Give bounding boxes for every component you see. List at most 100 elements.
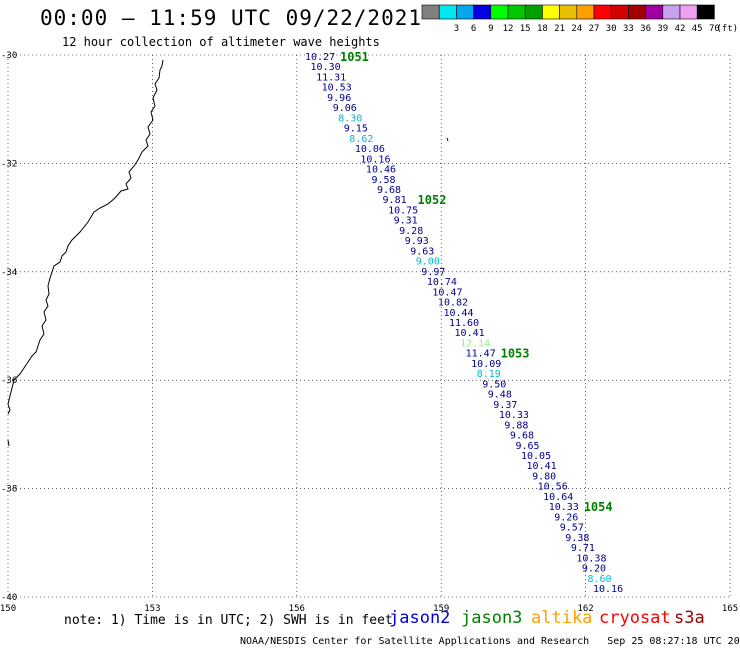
wave-height-label: 10.44 <box>443 308 473 319</box>
credit-timestamp: Sep 25 08:27:18 UTC 2021 <box>607 636 740 647</box>
wave-height-label: 10.05 <box>521 451 551 462</box>
legend-unit: (ft) <box>716 24 738 34</box>
wave-height-label: 9.58 <box>371 175 395 186</box>
wave-height-label: 10.53 <box>322 83 352 94</box>
wave-height-label: 8.62 <box>349 134 373 145</box>
wave-height-label: 10.06 <box>355 144 385 155</box>
wave-height-label: 9.80 <box>532 471 556 482</box>
wave-height-label: 10.38 <box>576 553 606 564</box>
legend-label: 33 <box>623 24 634 34</box>
wave-height-label: 12.14 <box>460 338 490 349</box>
wave-height-label: 10.47 <box>432 287 462 298</box>
legend-label: 42 <box>675 24 686 34</box>
wave-height-label: 9.06 <box>333 103 357 114</box>
wave-height-label: 10.82 <box>438 298 468 309</box>
credit-spacer <box>589 636 607 647</box>
satellite-s3a: s3a <box>674 608 705 628</box>
wave-height-label: 8.19 <box>477 369 501 380</box>
satellite-jason3: jason3 <box>461 608 523 628</box>
satellite-altika: altika <box>531 608 593 628</box>
satellite-cryosat: cryosat <box>599 608 671 628</box>
wave-height-label: 10.16 <box>593 584 623 595</box>
coastline <box>7 59 164 415</box>
wave-height-label: 10.41 <box>527 461 557 472</box>
wave-height-label: 10.75 <box>388 205 418 216</box>
wave-height-label: 10.74 <box>427 277 457 288</box>
lon-tick-label: 162 <box>577 604 593 614</box>
island-mark <box>446 137 449 142</box>
lon-tick-label: 150 <box>0 604 16 614</box>
lat-tick-label: -32 <box>1 159 17 169</box>
lon-tick-label: 153 <box>144 604 160 614</box>
wave-height-label: 9.48 <box>488 390 512 401</box>
wave-height-label: 10.33 <box>549 502 579 513</box>
legend-label: 70 <box>709 24 720 34</box>
wave-height-label: 9.37 <box>493 400 517 411</box>
wave-height-label: 9.31 <box>394 216 418 227</box>
wave-height-label: 10.27 <box>305 52 335 63</box>
credit-text: NOAA/NESDIS Center for Satellite Applica… <box>240 636 590 647</box>
wave-height-label: 9.65 <box>515 441 539 452</box>
legend-label: 3 <box>454 24 459 34</box>
wave-height-label: 8.60 <box>587 574 611 585</box>
legend-swatch <box>696 4 715 20</box>
wave-height-label: 9.00 <box>416 257 440 268</box>
wave-height-label: 9.26 <box>554 512 578 523</box>
wave-height-label: 9.15 <box>344 124 368 135</box>
lon-tick-label: 156 <box>289 604 305 614</box>
lon-tick-label: 165 <box>722 604 738 614</box>
page-title: 00:00 – 11:59 UTC 09/22/2021 <box>40 6 423 30</box>
wave-height-label: 9.93 <box>405 236 429 247</box>
legend-label: 15 <box>520 24 531 34</box>
wave-height-label: 11.60 <box>449 318 479 329</box>
legend-label: 24 <box>571 24 582 34</box>
lat-tick-label: -38 <box>1 485 17 495</box>
legend-label: 45 <box>692 24 703 34</box>
wave-height-label: 9.71 <box>571 543 595 554</box>
wave-height-label: 9.20 <box>582 564 606 575</box>
wave-height-label: 9.63 <box>410 246 434 257</box>
coast-fragment <box>7 439 10 447</box>
wave-height-label: 10.33 <box>499 410 529 421</box>
wave-height-label: 11.31 <box>316 72 346 83</box>
time-mark-label: 1052 <box>418 193 447 207</box>
wave-height-label: 9.81 <box>383 195 407 206</box>
wave-height-label: 9.38 <box>565 533 589 544</box>
legend-label: 18 <box>537 24 548 34</box>
satellite-jason2: jason2 <box>389 608 451 628</box>
legend-label: 39 <box>657 24 668 34</box>
footer-note: note: 1) Time is in UTC; 2) SWH is in fe… <box>64 613 393 628</box>
legend-label: 30 <box>606 24 617 34</box>
credit-line: NOAA/NESDIS Center for Satellite Applica… <box>240 636 740 647</box>
wave-height-label: 9.50 <box>482 379 506 390</box>
lon-tick-label: 159 <box>433 604 449 614</box>
wave-height-label: 10.64 <box>543 492 573 503</box>
legend-label: 6 <box>471 24 476 34</box>
wave-height-label: 9.68 <box>377 185 401 196</box>
wave-height-label: 10.30 <box>311 62 341 73</box>
legend-label: 27 <box>589 24 600 34</box>
wave-height-label: 11.47 <box>466 349 496 360</box>
lat-tick-label: -40 <box>1 593 17 603</box>
wave-height-label: 9.68 <box>510 431 534 442</box>
wave-height-label: 10.46 <box>366 165 396 176</box>
wave-height-label: 9.97 <box>421 267 445 278</box>
legend-label: 12 <box>503 24 514 34</box>
legend-label: 36 <box>640 24 651 34</box>
time-mark-label: 1053 <box>501 347 530 361</box>
wave-height-label: 8.30 <box>338 113 362 124</box>
wave-height-label: 9.57 <box>560 523 584 534</box>
lat-tick-label: -36 <box>1 376 17 386</box>
color-legend: 3 6 9 12 15 18 21 24 27 30 33 36 39 42 45 70(ft) <box>421 4 738 34</box>
wave-height-label: 10.16 <box>360 154 390 165</box>
legend-label: 21 <box>554 24 565 34</box>
wave-height-label: 9.96 <box>327 93 351 104</box>
wave-height-label: 10.41 <box>455 328 485 339</box>
time-mark-label: 1051 <box>340 50 369 64</box>
lat-tick-label: -30 <box>1 51 17 61</box>
wave-height-label: 10.56 <box>538 482 568 493</box>
wave-height-label: 9.88 <box>504 420 528 431</box>
page-subtitle: 12 hour collection of altimeter wave hei… <box>62 35 380 49</box>
wave-height-label: 10.09 <box>471 359 501 370</box>
